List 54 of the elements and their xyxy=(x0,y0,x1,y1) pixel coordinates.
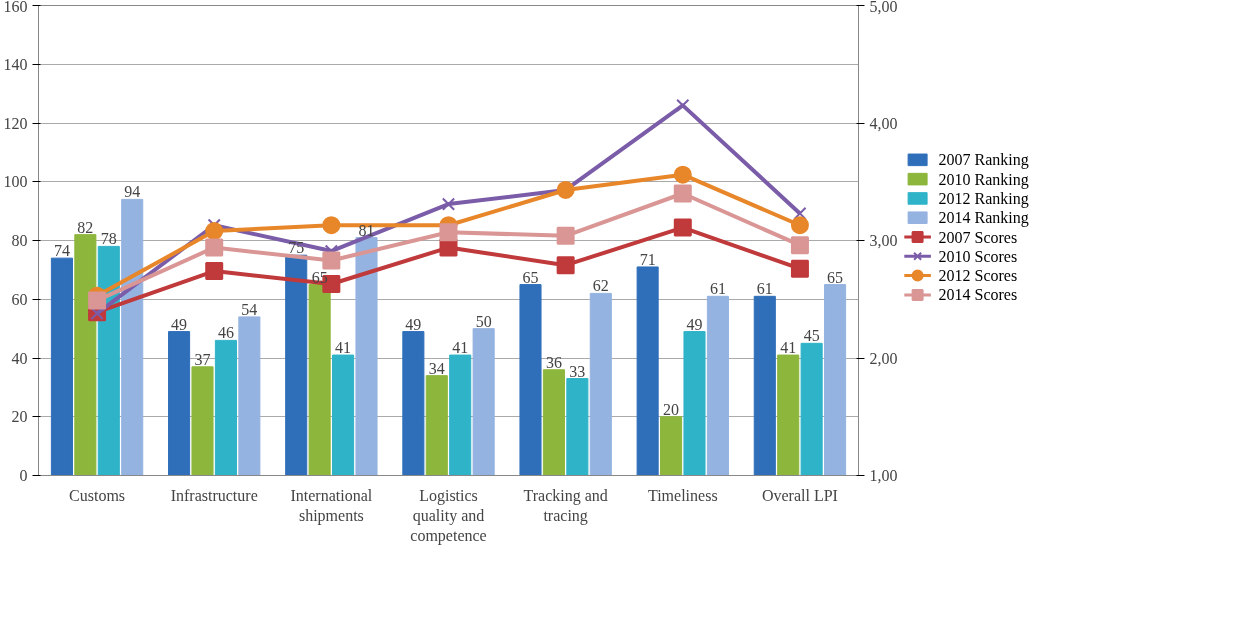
data-label: 41 xyxy=(335,339,352,357)
legend-label: 2007 Scores xyxy=(938,228,1018,246)
data-label: 54 xyxy=(241,300,258,318)
data-label: 65 xyxy=(827,268,844,286)
y2-tick-label: 2,00 xyxy=(869,349,898,367)
x-tick-label: Infrastructure xyxy=(170,486,258,504)
data-label: 34 xyxy=(428,359,445,377)
y2-tick-label: 4,00 xyxy=(869,114,898,132)
x-tick-label: International shipments xyxy=(290,486,373,525)
y-tick-label: 100 xyxy=(3,173,28,191)
data-label: 45 xyxy=(803,327,820,345)
data-label: 61 xyxy=(756,280,773,298)
legend-label: 2012 Scores xyxy=(938,267,1018,285)
y-tick-label: 120 xyxy=(3,114,28,132)
data-label: 94 xyxy=(124,183,141,201)
data-label: 71 xyxy=(639,250,656,268)
legend-label: 2014 Scores xyxy=(938,286,1018,304)
y-tick-label: 60 xyxy=(11,290,28,308)
data-label: 49 xyxy=(171,315,188,333)
x-tick-label: Overall LPI xyxy=(761,486,838,504)
data-label: 78 xyxy=(100,230,117,248)
y-tick-label: 160 xyxy=(3,0,28,15)
y2-tick-label: 3,00 xyxy=(869,232,898,249)
data-label: 49 xyxy=(686,315,703,333)
legend-label: 2010 Scores xyxy=(938,247,1018,265)
x-tick-label: Tracking and tracing xyxy=(523,486,608,525)
data-label: 20 xyxy=(663,400,680,418)
data-label: 33 xyxy=(569,362,586,380)
legend-label: 2012 Ranking xyxy=(938,189,1029,208)
data-label: 65 xyxy=(522,268,539,286)
data-label: 37 xyxy=(194,350,211,368)
y-tick-label: 80 xyxy=(11,232,28,249)
y2-tick-label: 1,00 xyxy=(869,467,898,484)
x-tick-label: Customs xyxy=(69,486,126,504)
legend-label: 2007 Ranking xyxy=(938,151,1029,170)
y-tick-label: 20 xyxy=(11,408,28,426)
legend-label: 2014 Ranking xyxy=(938,209,1029,228)
data-label: 50 xyxy=(475,312,492,330)
y2-tick-label: 5,00 xyxy=(869,0,898,15)
x-tick-label: Logistics quality and competence xyxy=(410,486,487,546)
data-label: 41 xyxy=(780,339,797,357)
data-label: 46 xyxy=(217,324,234,342)
data-label: 49 xyxy=(405,315,422,333)
y-tick-label: 140 xyxy=(3,55,28,73)
data-label: 74 xyxy=(53,242,70,260)
legend-label: 2010 Ranking xyxy=(938,170,1029,189)
y-tick-label: 40 xyxy=(11,349,28,367)
data-label: 62 xyxy=(592,277,609,295)
x-tick-label: Timeliness xyxy=(647,486,718,504)
data-label: 61 xyxy=(709,280,726,298)
data-label: 36 xyxy=(545,353,562,371)
data-label: 41 xyxy=(452,339,469,357)
y-tick-label: 0 xyxy=(19,467,28,484)
data-label: 82 xyxy=(77,218,94,236)
